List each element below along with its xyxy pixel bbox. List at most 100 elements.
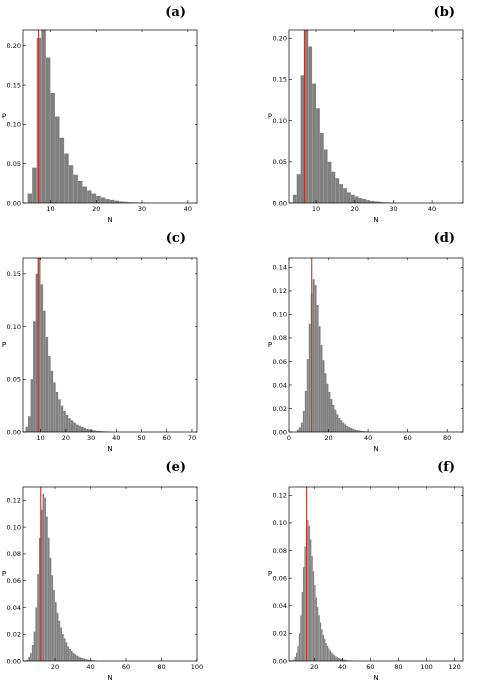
histogram-bar: [344, 424, 347, 432]
histogram-bar: [298, 633, 301, 661]
histogram-bar: [25, 426, 28, 432]
y-tick-label: 0.06: [273, 574, 287, 582]
histogram-bar: [328, 648, 330, 661]
y-tick-label: 0.00: [7, 428, 21, 436]
x-tick-label: 40: [184, 205, 192, 213]
histogram-bar: [335, 178, 340, 203]
histogram-bar: [68, 418, 71, 432]
histogram-bar: [55, 391, 59, 432]
y-tick-label: 0.12: [273, 287, 287, 295]
histogram-bar: [300, 615, 302, 661]
histogram-bar: [362, 431, 365, 432]
histogram-bar: [342, 422, 345, 432]
plot-frame: [288, 257, 464, 433]
histogram-bar: [81, 658, 84, 661]
histogram-bar: [45, 57, 51, 203]
histogram-bar: [65, 642, 68, 661]
histogram-bar: [312, 571, 315, 661]
histogram-bar: [304, 30, 309, 203]
y-tick-label: 0.10: [273, 311, 287, 319]
histogram-bar: [328, 392, 331, 432]
chart-panel-b: (b) 10 20 30 40 0.00 0.05 0.10 0.15 0.20 N P: [268, 5, 464, 224]
histogram-bar: [352, 428, 355, 432]
histogram-bar: [38, 258, 41, 432]
y-tick-label: 0.00: [7, 657, 21, 665]
panel-label: (b): [434, 5, 455, 20]
histogram-bar: [65, 415, 69, 432]
chart-panel-f: (f) 20 40 60 80 100 120 0.00 0.02 0.04 0.06 0.08 0.1…: [268, 460, 464, 681]
x-tick-label: 40: [86, 663, 94, 671]
histogram-bar: [318, 615, 320, 661]
y-tick-label: 0.12: [273, 492, 287, 500]
histogram-bar: [346, 425, 349, 432]
histogram-bar: [114, 200, 120, 203]
histogram-bar: [301, 591, 303, 661]
histogram-bar: [302, 410, 305, 432]
histogram-bar: [364, 431, 367, 432]
y-tick-label: 0.10: [7, 523, 21, 531]
y-axis-label: P: [2, 113, 6, 121]
histogram-bar: [81, 426, 84, 432]
histogram-bar: [332, 653, 334, 661]
x-axis-label: N: [373, 216, 378, 224]
histogram-bar: [44, 497, 46, 661]
histogram-bar: [300, 422, 303, 432]
y-tick-label: 0.04: [273, 381, 287, 389]
y-axis-label: P: [268, 341, 272, 349]
histogram-bar: [340, 420, 343, 432]
histogram-bar: [339, 184, 344, 203]
histogram-bar: [73, 174, 78, 203]
x-tick-label: 10: [46, 205, 54, 213]
histogram-bar: [96, 195, 101, 203]
histogram-bar: [377, 201, 382, 203]
histogram-bar: [105, 199, 110, 203]
histogram-bar: [98, 430, 102, 432]
y-tick-label: 0.10: [273, 117, 287, 125]
histogram-bar: [336, 414, 339, 432]
histogram-bar: [63, 638, 66, 661]
histogram-bar: [83, 658, 86, 661]
panel-label: (d): [434, 231, 455, 246]
y-axis-label: P: [268, 570, 272, 578]
y-tick-label: 0.02: [7, 631, 21, 639]
histogram-bar: [40, 284, 44, 432]
histogram-bar: [51, 575, 54, 661]
x-tick-label: 80: [157, 663, 165, 671]
histogram-bar: [327, 161, 332, 203]
histogram-bar: [96, 430, 99, 432]
histogram-bar: [76, 655, 78, 661]
x-tick-label: 10: [312, 205, 320, 213]
histogram-bar: [370, 200, 374, 203]
histogram-bar: [296, 174, 301, 203]
histogram-bar: [37, 574, 39, 661]
histogram-bar: [347, 192, 351, 203]
histogram-bar: [27, 193, 33, 203]
histogram-bar: [308, 525, 310, 661]
histogram-bar: [306, 359, 309, 432]
histogram-bar: [317, 607, 319, 661]
histogram-bar: [335, 656, 337, 661]
panel-label: (c): [166, 231, 186, 246]
x-tick-label: 60: [366, 663, 374, 671]
histogram-bar: [88, 659, 91, 661]
histogram-bar: [41, 30, 46, 203]
histogram-bar: [300, 75, 305, 203]
histogram-bar: [90, 660, 93, 661]
plot-frame: [22, 486, 198, 662]
histogram-bar: [101, 431, 104, 432]
histogram-bar: [31, 644, 34, 661]
histogram-bar: [123, 201, 129, 203]
histogram-bar: [42, 493, 45, 661]
histogram-bar: [91, 193, 97, 203]
histogram-bar: [53, 382, 56, 432]
histogram-bar: [318, 326, 321, 432]
histogram-bar: [70, 420, 74, 432]
histogram-bar: [304, 546, 306, 661]
histogram-bar: [304, 390, 307, 432]
histogram-bar: [356, 430, 359, 432]
plot-frame: [288, 29, 464, 204]
histogram-bar: [345, 659, 347, 661]
histogram-bar: [316, 305, 319, 432]
histogram-bar: [312, 279, 315, 432]
histogram-bar: [40, 509, 43, 661]
